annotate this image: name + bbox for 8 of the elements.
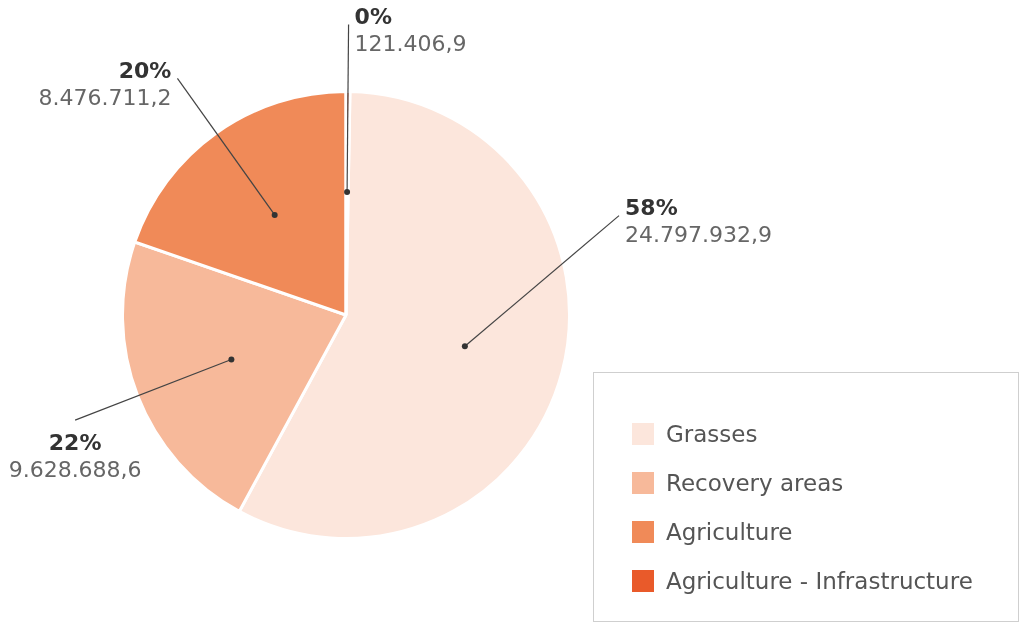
data-label: 58% 24.797.932,9	[625, 195, 772, 248]
data-label: 22% 9.628.688,6	[8, 429, 142, 482]
data-label: 0% 121.406,9	[354, 4, 467, 57]
legend-label: Agriculture	[666, 518, 793, 545]
legend-label: Recovery areas	[666, 469, 844, 496]
data-label: 20% 8.476.711,2	[38, 58, 172, 111]
legend-label: Grasses	[666, 420, 758, 447]
legend-label: Agriculture - Infrastructure	[666, 567, 973, 594]
